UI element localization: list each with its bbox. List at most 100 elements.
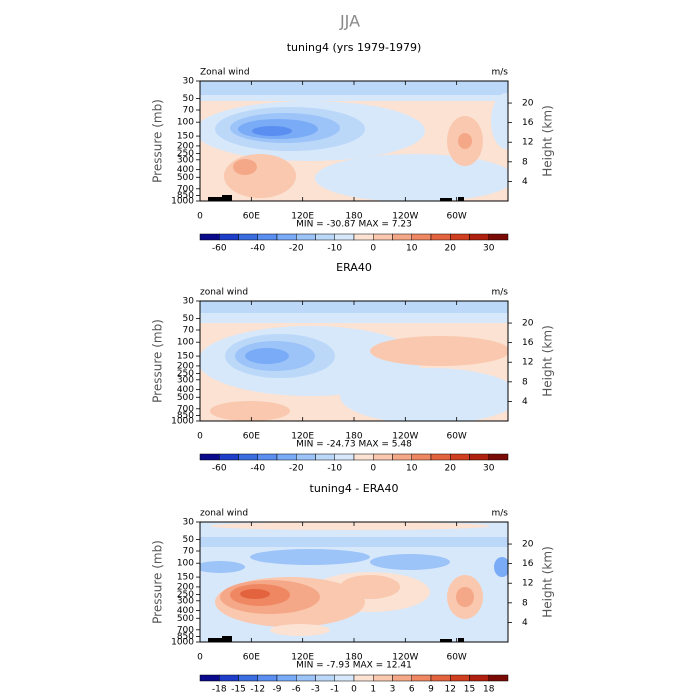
colorbar-box (219, 674, 239, 682)
contour-fill (210, 401, 290, 421)
x-tick-label: 0 (197, 653, 203, 663)
colorbar-box (469, 233, 489, 241)
contour-fill (233, 159, 257, 175)
y2-tick-label: 16 (522, 338, 534, 348)
y-axis-label: Pressure (mb) (151, 319, 165, 403)
colorbar-label: 20 (445, 464, 457, 474)
y-tick-label: 30 (183, 77, 195, 87)
y-tick-label: 150 (177, 352, 194, 362)
y-tick-label: 700 (177, 184, 194, 194)
terrain (458, 197, 464, 201)
colorbar-box (334, 674, 355, 682)
y-tick-label: 250 (177, 369, 194, 379)
colorbar-label: -9 (273, 685, 282, 695)
colorbar-label: 0 (370, 464, 376, 474)
colorbar-box (469, 674, 489, 682)
y2-tick-label: 16 (522, 559, 534, 569)
x-tick-label: 120W (392, 432, 418, 442)
colorbar-label: 0 (351, 685, 357, 695)
terrain (222, 636, 232, 642)
y-tick-label: 850 (177, 191, 194, 201)
x-tick-label: 60W (446, 432, 466, 442)
contour-fill (340, 368, 508, 421)
colorbar-box (353, 453, 374, 461)
colorbar-label: 18 (483, 685, 495, 695)
y-tick-label: 30 (183, 518, 195, 528)
colorbar-label: 12 (445, 685, 456, 695)
y2-tick-label: 16 (522, 118, 534, 128)
contour-fill (200, 95, 508, 101)
contour-fill (456, 587, 474, 607)
y2-axis-label: Height (km) (541, 546, 555, 617)
field-label: zonal wind (200, 288, 248, 298)
colorbar-box (450, 674, 470, 682)
y-tick-label: 200 (177, 361, 194, 371)
colorbar-box (199, 233, 220, 241)
colorbar-box (296, 453, 316, 461)
y-tick-label: 250 (177, 590, 194, 600)
contour-field (200, 81, 508, 201)
colorbar-label: 30 (483, 464, 495, 474)
y-tick-label: 300 (177, 155, 194, 165)
colorbar-box (315, 453, 335, 461)
contour-field (200, 301, 508, 421)
panel-title: ERA40 (336, 261, 372, 274)
x-tick-label: 120W (392, 653, 418, 663)
x-tick-label: 120E (291, 432, 314, 442)
y-tick-label: 200 (177, 582, 194, 592)
colorbar-label: 20 (445, 244, 457, 254)
y2-axis-label: Height (km) (541, 105, 555, 176)
y-tick-label: 300 (177, 375, 194, 385)
colorbar-label: 0 (370, 244, 376, 254)
contour-fill (494, 557, 508, 577)
stats: MIN = -24.73 MAX = 5.48 (296, 440, 412, 450)
colorbar-box (238, 233, 258, 241)
panel-title: tuning4 - ERA40 (310, 482, 399, 495)
y-tick-label: 50 (183, 94, 195, 104)
figure-title: JJA (339, 12, 360, 31)
colorbar-box (315, 233, 335, 241)
contour-fill (270, 624, 330, 636)
x-tick-label: 60E (243, 212, 260, 222)
y-tick-label: 100 (177, 338, 194, 348)
colorbar-label: -10 (327, 464, 342, 474)
colorbar-box (488, 453, 509, 461)
contour-fill (370, 336, 508, 366)
colorbar-box (276, 233, 297, 241)
colorbar-box (199, 453, 220, 461)
y-tick-label: 850 (177, 411, 194, 421)
colorbar-box (488, 674, 509, 682)
contour-fill (252, 126, 292, 136)
y-tick-label: 250 (177, 149, 194, 159)
contour-fill (200, 313, 508, 323)
colorbar-box (430, 233, 451, 241)
colorbar-box (373, 674, 393, 682)
contour-fill (240, 589, 270, 599)
contour-fill (491, 93, 508, 149)
y-tick-label: 150 (177, 132, 194, 142)
colorbar-label: -3 (311, 685, 320, 695)
y-tick-label: 70 (183, 105, 195, 115)
y-tick-label: 70 (183, 325, 195, 335)
x-tick-label: 120E (291, 212, 314, 222)
colorbar-box (257, 233, 278, 241)
x-tick-label: 180 (345, 212, 362, 222)
field-label: Zonal wind (200, 68, 250, 78)
y2-tick-label: 20 (522, 319, 534, 329)
colorbar-label: -1 (330, 685, 339, 695)
x-tick-label: 180 (345, 653, 362, 663)
terrain (440, 639, 452, 642)
terrain (440, 198, 452, 201)
colorbar-box (199, 674, 220, 682)
y2-tick-label: 12 (522, 579, 533, 589)
y-tick-label: 70 (183, 546, 195, 556)
y-tick-label: 1000 (171, 197, 194, 207)
colorbar-box (430, 453, 451, 461)
colorbar-label: -18 (212, 685, 227, 695)
colorbar-box (219, 453, 239, 461)
colorbar-box (450, 453, 470, 461)
colorbar-label: -40 (250, 464, 265, 474)
colorbar-box (392, 674, 412, 682)
colorbar-label: -60 (212, 464, 227, 474)
